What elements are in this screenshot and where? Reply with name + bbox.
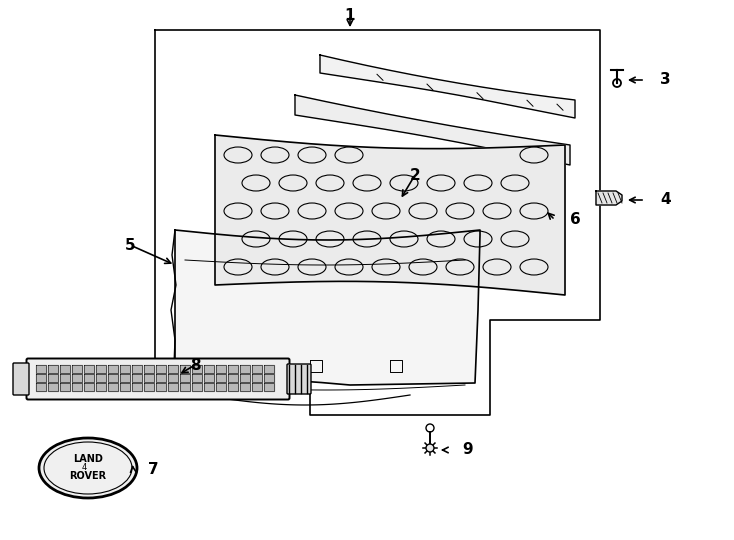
Polygon shape [108,374,118,382]
Polygon shape [96,383,106,391]
Polygon shape [596,191,622,205]
Polygon shape [84,374,94,382]
Polygon shape [48,374,58,382]
Polygon shape [168,383,178,391]
Polygon shape [228,365,238,373]
Polygon shape [144,374,154,382]
Polygon shape [120,374,130,382]
Text: 5: 5 [125,238,135,253]
Polygon shape [228,383,238,391]
Polygon shape [36,383,46,391]
Polygon shape [132,383,142,391]
Polygon shape [252,374,262,382]
Polygon shape [36,374,46,382]
Polygon shape [180,383,190,391]
Polygon shape [204,374,214,382]
Text: 4: 4 [81,462,87,471]
Polygon shape [240,374,250,382]
Polygon shape [60,383,70,391]
Polygon shape [215,135,565,295]
Polygon shape [60,365,70,373]
Polygon shape [72,383,82,391]
Polygon shape [295,95,570,165]
Polygon shape [156,383,166,391]
Polygon shape [252,383,262,391]
Polygon shape [48,365,58,373]
Text: 8: 8 [189,357,200,373]
Polygon shape [180,365,190,373]
Polygon shape [175,230,480,385]
Polygon shape [156,374,166,382]
Polygon shape [320,55,575,118]
Polygon shape [48,383,58,391]
Polygon shape [192,383,202,391]
Polygon shape [264,374,274,382]
Polygon shape [192,374,202,382]
Polygon shape [96,374,106,382]
Polygon shape [96,365,106,373]
FancyBboxPatch shape [13,363,29,395]
Polygon shape [180,374,190,382]
Polygon shape [168,374,178,382]
Polygon shape [156,365,166,373]
Polygon shape [192,365,202,373]
Text: ROVER: ROVER [70,471,106,481]
Polygon shape [144,383,154,391]
Polygon shape [252,365,262,373]
Text: 3: 3 [660,72,671,87]
Polygon shape [216,374,226,382]
Polygon shape [240,365,250,373]
Polygon shape [84,365,94,373]
Polygon shape [204,383,214,391]
FancyBboxPatch shape [287,364,311,394]
Circle shape [426,444,434,452]
Polygon shape [36,365,46,373]
Polygon shape [216,383,226,391]
Ellipse shape [39,438,137,498]
Text: 9: 9 [462,442,473,457]
Text: 6: 6 [570,213,581,227]
Polygon shape [144,365,154,373]
Text: LAND: LAND [73,454,103,464]
Polygon shape [84,383,94,391]
Polygon shape [264,365,274,373]
Polygon shape [72,365,82,373]
Polygon shape [108,365,118,373]
Polygon shape [108,383,118,391]
Text: 4: 4 [660,192,671,207]
Polygon shape [72,374,82,382]
Polygon shape [204,365,214,373]
Polygon shape [240,383,250,391]
Polygon shape [264,383,274,391]
Polygon shape [120,365,130,373]
Polygon shape [120,383,130,391]
Polygon shape [216,365,226,373]
Text: 1: 1 [345,8,355,23]
Text: 7: 7 [148,462,159,477]
Polygon shape [168,365,178,373]
Polygon shape [60,374,70,382]
FancyBboxPatch shape [26,359,289,400]
Polygon shape [228,374,238,382]
Text: 2: 2 [410,167,421,183]
Polygon shape [132,374,142,382]
Polygon shape [132,365,142,373]
